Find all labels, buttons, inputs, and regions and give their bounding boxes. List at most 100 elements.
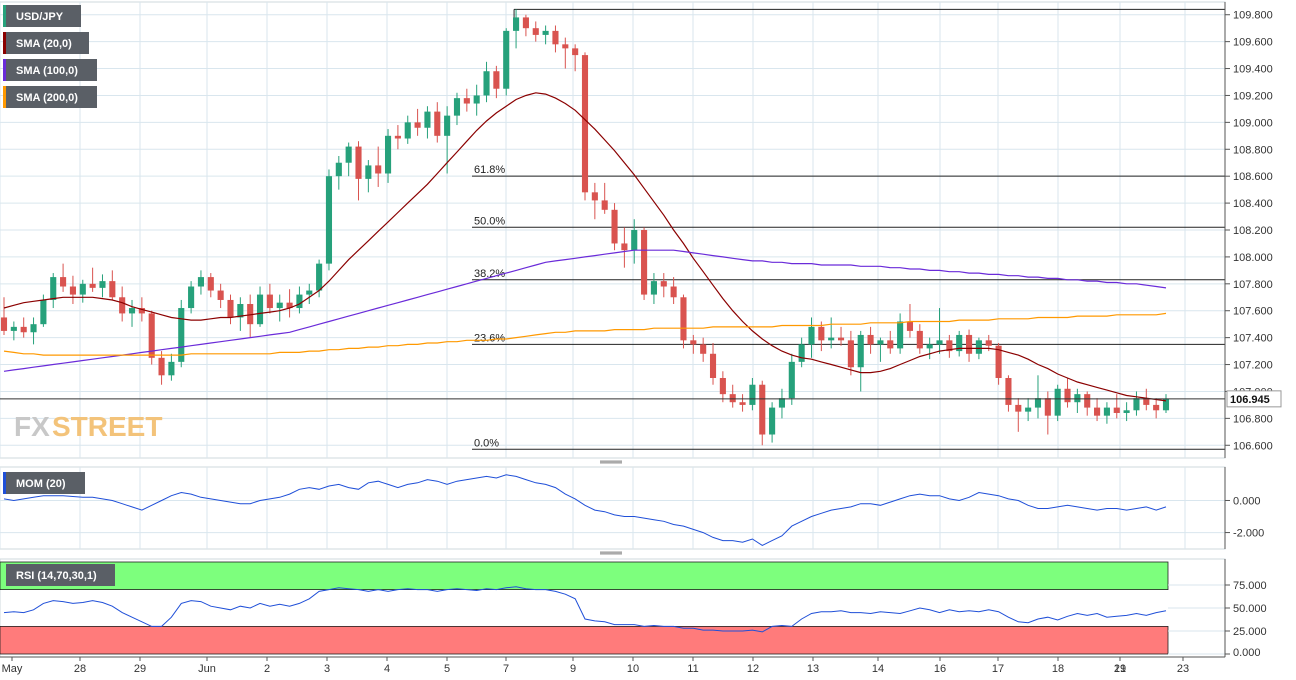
price-tick-label: 107.600 bbox=[1233, 306, 1273, 318]
candle-body bbox=[178, 308, 185, 362]
panel-splitter-1[interactable] bbox=[600, 460, 622, 464]
candle-body bbox=[493, 71, 500, 89]
candle-body bbox=[660, 281, 667, 287]
x-tick-label: 9 bbox=[570, 663, 576, 675]
candle bbox=[119, 286, 126, 322]
candle-body bbox=[188, 286, 195, 309]
panel-splitter-2[interactable] bbox=[600, 551, 622, 555]
legend-mom[interactable]: MOM (20) bbox=[3, 472, 85, 494]
candle-body bbox=[266, 294, 273, 309]
price-tick-label: 107.200 bbox=[1233, 360, 1273, 372]
candle-body bbox=[168, 361, 175, 376]
candle-body bbox=[325, 176, 333, 264]
price-tick-label: 109.000 bbox=[1233, 117, 1273, 129]
legend-sma100[interactable]: SMA (100,0) bbox=[3, 59, 97, 81]
x-tick-label: 21 bbox=[1114, 663, 1126, 675]
candle-body bbox=[857, 334, 864, 368]
legend-sma20[interactable]: SMA (20,0) bbox=[3, 32, 89, 54]
candle-body bbox=[1103, 407, 1110, 416]
legend-symbol[interactable]: USD/JPY bbox=[3, 5, 81, 27]
candle-body bbox=[237, 304, 244, 318]
candle-body bbox=[709, 353, 717, 378]
candle bbox=[808, 317, 815, 358]
candle-body bbox=[50, 277, 57, 300]
candle bbox=[631, 219, 638, 264]
candle bbox=[1123, 402, 1130, 422]
candle-body bbox=[335, 162, 342, 177]
rsi-zones bbox=[0, 561, 1225, 655]
candle bbox=[1103, 402, 1110, 424]
candle bbox=[109, 270, 116, 300]
candle bbox=[306, 283, 313, 304]
price-tick-label: 106.600 bbox=[1233, 440, 1273, 452]
candle-body bbox=[926, 344, 933, 349]
candle-body bbox=[877, 340, 884, 345]
x-tick-label: 23 bbox=[1177, 663, 1189, 675]
candle-body bbox=[1044, 398, 1051, 416]
candle-body bbox=[483, 71, 490, 96]
legend-sma200-label: SMA (200,0) bbox=[16, 92, 78, 104]
candle bbox=[788, 353, 795, 405]
candle-body bbox=[79, 283, 86, 295]
x-tick-label: 29 bbox=[134, 663, 146, 675]
candle bbox=[513, 9, 520, 49]
price-tick-label: 108.600 bbox=[1233, 171, 1273, 183]
candle-body bbox=[1074, 394, 1081, 403]
candle bbox=[1005, 375, 1012, 412]
candle-body bbox=[197, 277, 205, 287]
candle bbox=[739, 394, 746, 412]
candle bbox=[424, 106, 431, 139]
candle-body bbox=[562, 44, 569, 49]
price-tick-label: 108.000 bbox=[1233, 252, 1273, 264]
candle bbox=[798, 337, 805, 368]
candle bbox=[20, 317, 27, 338]
candle bbox=[375, 146, 382, 187]
candle-body bbox=[1123, 410, 1130, 413]
price-tick-label: 106.800 bbox=[1233, 413, 1273, 425]
candle-body bbox=[414, 122, 421, 128]
candle bbox=[188, 281, 195, 314]
price-tick-label: 107.800 bbox=[1233, 279, 1273, 291]
candle-body bbox=[355, 146, 362, 179]
candle-body bbox=[1054, 388, 1061, 416]
candle bbox=[690, 334, 697, 354]
candle bbox=[641, 227, 648, 300]
momentum-grid bbox=[0, 467, 1225, 549]
candle bbox=[50, 273, 57, 309]
price-tick-label: 108.400 bbox=[1233, 198, 1273, 210]
candle bbox=[769, 402, 776, 443]
candle bbox=[542, 25, 549, 45]
legend-rsi-bg bbox=[3, 564, 115, 586]
candle-body bbox=[99, 281, 106, 288]
candle-body bbox=[690, 340, 697, 345]
candle-body bbox=[650, 281, 657, 295]
price-y-axis: 106.600106.800107.000107.200107.400107.6… bbox=[1224, 2, 1282, 458]
candle bbox=[1143, 388, 1150, 411]
candle-body bbox=[40, 299, 47, 325]
candle bbox=[591, 182, 598, 220]
candle-body bbox=[1113, 407, 1120, 413]
legend-rsi-label: RSI (14,70,30,1) bbox=[16, 570, 97, 582]
candle bbox=[1133, 391, 1140, 416]
candle bbox=[1074, 388, 1081, 413]
rsi-overbought-zone bbox=[0, 561, 1169, 591]
candle bbox=[79, 279, 86, 303]
legend-sma200[interactable]: SMA (200,0) bbox=[3, 86, 97, 108]
legend-rsi[interactable]: RSI (14,70,30,1) bbox=[3, 564, 115, 586]
candle bbox=[621, 227, 628, 268]
candle bbox=[897, 313, 904, 354]
candle bbox=[335, 156, 342, 190]
candle-body bbox=[1015, 404, 1022, 412]
candle bbox=[660, 273, 667, 298]
candle bbox=[266, 283, 273, 314]
price-tick-label: 109.600 bbox=[1233, 37, 1273, 49]
candle bbox=[89, 267, 96, 292]
candle-body bbox=[759, 384, 766, 435]
candle bbox=[670, 277, 677, 304]
candle bbox=[759, 380, 766, 446]
candle-body bbox=[513, 17, 520, 31]
candle-body bbox=[1064, 388, 1071, 403]
candle bbox=[345, 142, 352, 177]
candle-body bbox=[818, 326, 825, 341]
